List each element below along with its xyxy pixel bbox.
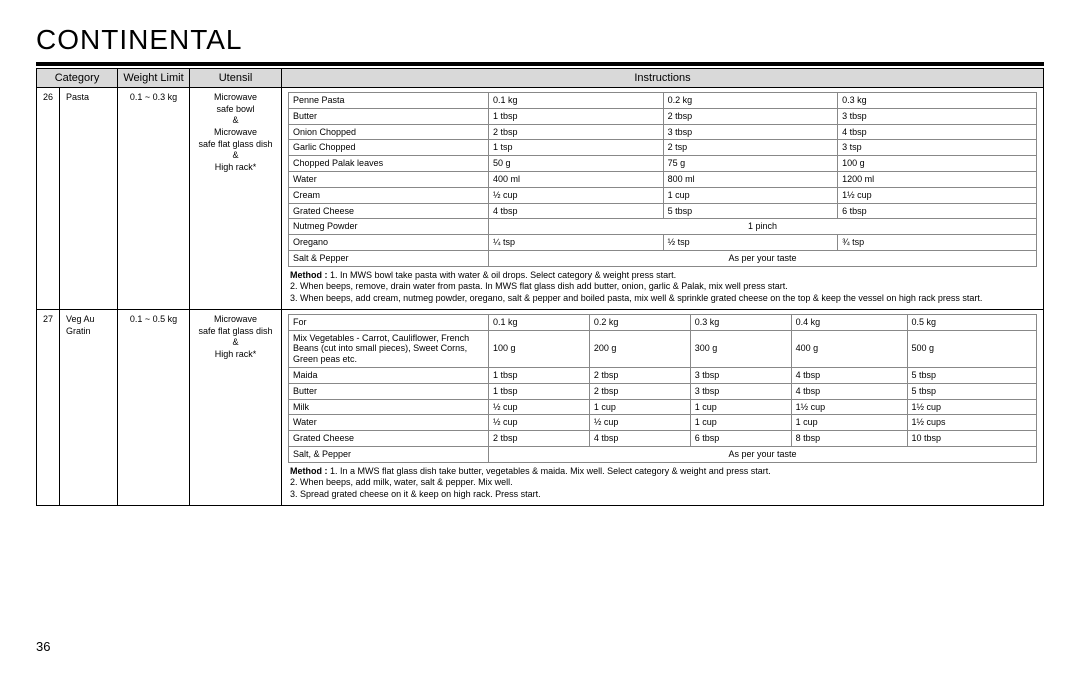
- row-instructions: For0.1 kg0.2 kg0.3 kg0.4 kg0.5 kgMix Veg…: [282, 309, 1044, 505]
- row-instructions: Penne Pasta0.1 kg0.2 kg0.3 kgButter1 tbs…: [282, 88, 1044, 310]
- row-utensil: Microwavesafe flat glass dish&High rack*: [190, 309, 282, 505]
- row-category: Veg Au Gratin: [60, 309, 118, 505]
- header-category: Category: [37, 69, 118, 88]
- page-number: 36: [36, 639, 50, 654]
- table-row: 26 Pasta 0.1 ~ 0.3 kg Microwavesafe bowl…: [37, 88, 1044, 310]
- row-number: 27: [37, 309, 60, 505]
- header-instructions: Instructions: [282, 69, 1044, 88]
- row-category: Pasta: [60, 88, 118, 310]
- header-weight: Weight Limit: [118, 69, 190, 88]
- method-text: Method : 1. In MWS bowl take pasta with …: [288, 267, 1037, 305]
- row-utensil: Microwavesafe bowl&Microwavesafe flat gl…: [190, 88, 282, 310]
- title-rule: [36, 62, 1044, 66]
- ingredients-table: For0.1 kg0.2 kg0.3 kg0.4 kg0.5 kgMix Veg…: [288, 314, 1037, 463]
- table-row: 27 Veg Au Gratin 0.1 ~ 0.5 kg Microwaves…: [37, 309, 1044, 505]
- row-number: 26: [37, 88, 60, 310]
- header-utensil: Utensil: [190, 69, 282, 88]
- page-title: CONTINENTAL: [36, 24, 1044, 56]
- recipe-table: Category Weight Limit Utensil Instructio…: [36, 68, 1044, 506]
- method-text: Method : 1. In a MWS flat glass dish tak…: [288, 463, 1037, 501]
- ingredients-table: Penne Pasta0.1 kg0.2 kg0.3 kgButter1 tbs…: [288, 92, 1037, 267]
- row-weight: 0.1 ~ 0.3 kg: [118, 88, 190, 310]
- header-row: Category Weight Limit Utensil Instructio…: [37, 69, 1044, 88]
- row-weight: 0.1 ~ 0.5 kg: [118, 309, 190, 505]
